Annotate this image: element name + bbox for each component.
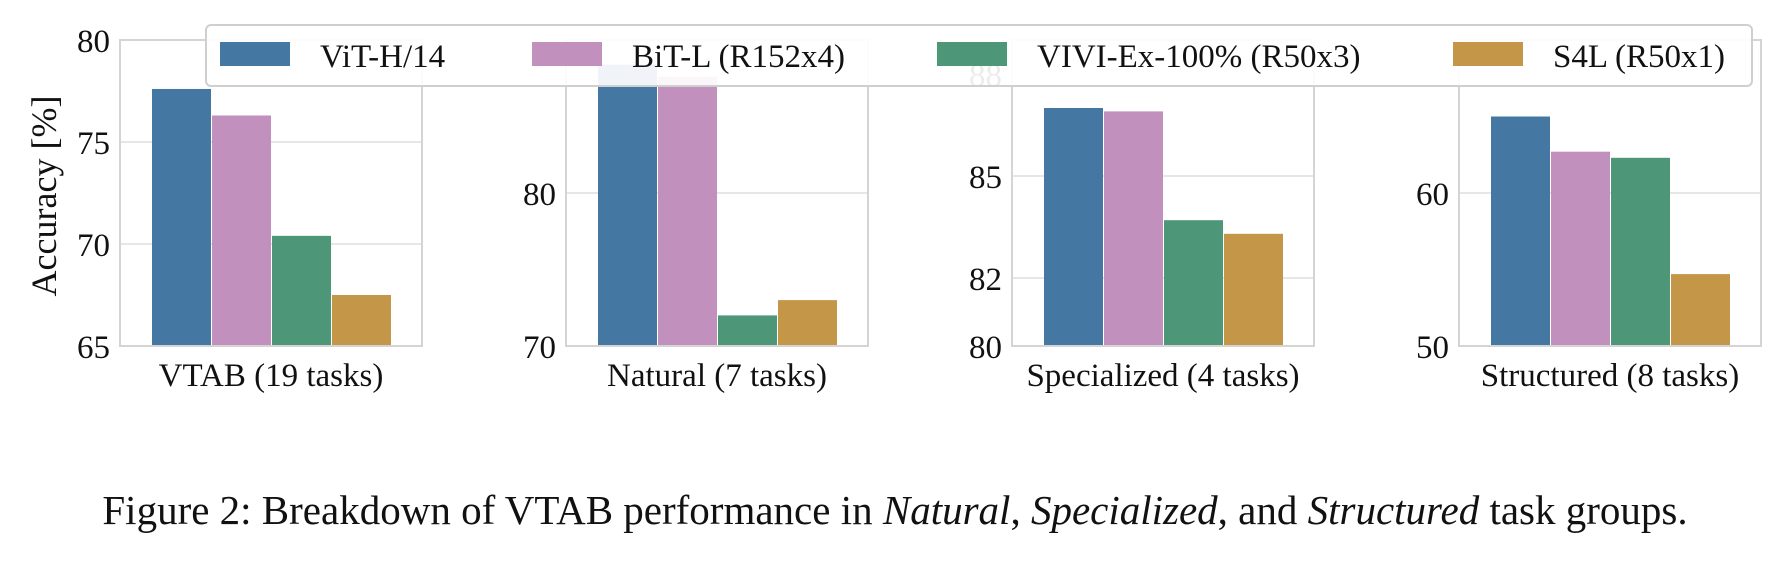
legend-items: ViT-H/14 BiT-L (R152x4) VIVI-Ex-100% (R50x… (220, 39, 1725, 75)
x-axis-label: Specialized (4 tasks) (1026, 358, 1299, 394)
y-tick-label: 50 (1416, 330, 1449, 366)
caption-emphasis-natural: Natural (882, 487, 1011, 533)
x-axis-label: VTAB (19 tasks) (159, 358, 384, 394)
legend-label: S4L (R50x1) (1553, 39, 1725, 75)
bar-vit-h-14 (1491, 116, 1550, 346)
y-tick-label: 80 (969, 330, 1002, 366)
bar-vivi-ex-100-r50x3 (1164, 220, 1223, 346)
legend-entry-bit-l-r152x4: BiT-L (R152x4) (532, 39, 845, 75)
y-axis-label: Accuracy [%] (24, 96, 64, 297)
y-tick-label: 80 (77, 24, 110, 60)
bar-vit-h-14 (1044, 108, 1103, 346)
y-tick-label: 75 (77, 126, 110, 162)
bar-s4l-r50x1 (778, 300, 837, 346)
caption-separator: , and (1217, 487, 1308, 533)
legend-label: VIVI-Ex-100% (R50x3) (1037, 39, 1361, 75)
y-tick-label: 70 (77, 228, 110, 264)
bar-vit-h-14 (152, 88, 211, 347)
caption-emphasis-structured: Structured (1307, 487, 1480, 533)
bar-bit-l-r152x4 (212, 115, 271, 346)
legend-entry-vivi-ex-100-r50x3: VIVI-Ex-100% (R50x3) (937, 39, 1361, 75)
panel-natural-7-tasks: 70 80 Natural (7 tasks) (523, 39, 869, 394)
y-tick-label: 82 (969, 262, 1002, 298)
y-tick-label: 70 (523, 330, 556, 366)
x-axis-label: Structured (8 tasks) (1481, 358, 1739, 394)
bar-s4l-r50x1 (332, 295, 391, 346)
bar-vit-h-14 (598, 64, 657, 346)
caption-prefix: Figure 2: Breakdown of VTAB performance … (102, 487, 883, 533)
bar-s4l-r50x1 (1671, 274, 1730, 346)
x-axis-label: Natural (7 tasks) (607, 358, 827, 394)
y-tick-label: 85 (969, 160, 1002, 196)
bar-bit-l-r152x4 (658, 76, 717, 346)
y-tick-label: 80 (523, 177, 556, 213)
figure-caption: Figure 2: Breakdown of VTAB performance … (0, 490, 1790, 531)
legend-swatch (220, 42, 290, 66)
y-tick-label: 65 (77, 330, 110, 366)
bar-bit-l-r152x4 (1104, 111, 1163, 347)
legend-swatch (532, 42, 602, 66)
y-tick-label: 60 (1416, 177, 1449, 213)
bar-vivi-ex-100-r50x3 (1611, 157, 1670, 346)
panel-structured-8-tasks: 50 60 Structured (8 tasks) (1416, 39, 1762, 394)
legend-label: ViT-H/14 (320, 39, 445, 75)
panel-specialized-4-tasks: 80828588Specialized (4 tasks) (969, 39, 1315, 394)
bar-bit-l-r152x4 (1551, 151, 1610, 346)
bar-vivi-ex-100-r50x3 (272, 235, 331, 346)
legend: ViT-H/14 BiT-L (R152x4) VIVI-Ex-100% (R50x… (205, 24, 1753, 87)
bar-chart-figure: 65 70 75 80 VTAB (19 tasks) 70 80 Natural (7 ta… (24, 24, 1762, 394)
bar-s4l-r50x1 (1224, 233, 1283, 346)
caption-suffix: task groups. (1479, 487, 1688, 533)
legend-swatch (1453, 42, 1523, 66)
legend-swatch (937, 42, 1007, 66)
legend-entry-s4l-r50x1: S4L (R50x1) (1453, 39, 1725, 75)
legend-entry-vit-h-14: ViT-H/14 (220, 39, 445, 75)
bar-vivi-ex-100-r50x3 (718, 315, 777, 346)
caption-separator: , (1010, 487, 1031, 533)
caption-emphasis-specialized: Specialized (1030, 487, 1218, 533)
legend-label: BiT-L (R152x4) (632, 39, 845, 75)
